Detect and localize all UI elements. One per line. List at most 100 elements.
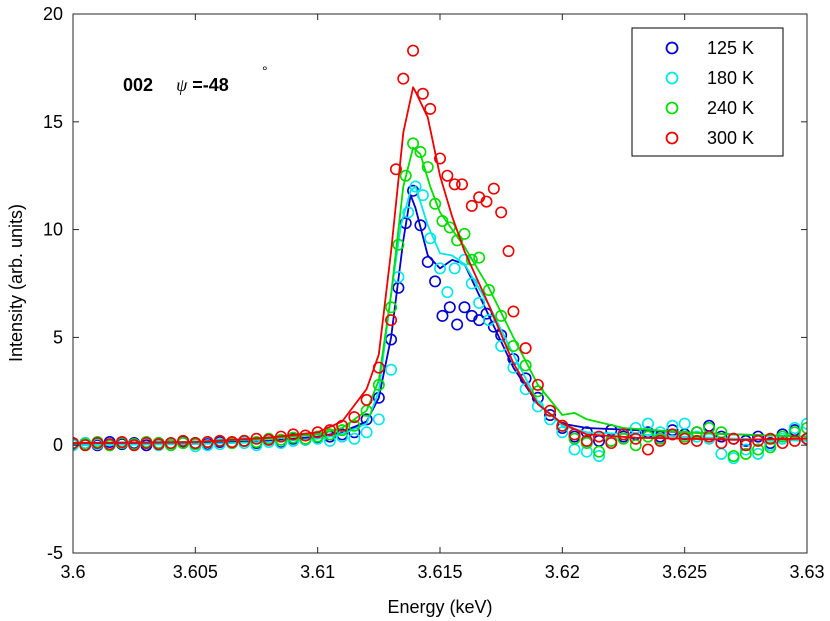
data-point-180k — [409, 180, 422, 193]
x-tick-label: 3.615 — [417, 562, 462, 582]
data-point-300k — [238, 434, 251, 447]
data-point-180k — [385, 363, 398, 376]
data-point-300k — [177, 434, 190, 447]
data-point-300k — [389, 163, 402, 176]
data-point-300k — [448, 178, 461, 191]
fit-line-240k — [73, 146, 807, 444]
data-point-300k — [752, 434, 765, 447]
data-point-240k — [752, 443, 765, 456]
data-point-300k — [776, 437, 789, 450]
data-point-180k — [360, 426, 373, 439]
data-layer — [73, 44, 807, 465]
data-point-125k — [443, 301, 456, 314]
y-tick-label: 10 — [43, 220, 63, 240]
data-point-125k — [429, 275, 442, 288]
x-tick-label: 3.625 — [662, 562, 707, 582]
data-point-300k — [424, 102, 437, 115]
legend-marker-240k — [665, 101, 679, 115]
annotation-reflection: 002 — [123, 75, 153, 95]
data-point-300k — [788, 434, 801, 447]
y-tick-label: 5 — [53, 327, 63, 347]
data-point-180k — [556, 426, 569, 439]
data-point-240k — [629, 439, 642, 452]
y-tick-label: 0 — [53, 435, 63, 455]
data-point-300k — [593, 430, 606, 443]
data-point-300k — [262, 433, 275, 446]
x-tick-label: 3.61 — [300, 562, 335, 582]
annotation-label: 002 ψ =-48 — [123, 75, 229, 95]
x-tick-label: 3.605 — [173, 562, 218, 582]
data-point-300k — [416, 87, 429, 100]
data-point-125k — [715, 430, 728, 443]
data-point-180k — [201, 439, 214, 452]
data-point-300k — [507, 305, 520, 318]
data-point-300k — [79, 439, 92, 452]
data-point-300k — [441, 169, 454, 182]
data-point-125k — [752, 430, 765, 443]
annotation-degree: ° — [262, 63, 268, 79]
data-point-300k — [456, 178, 469, 191]
data-point-300k — [385, 314, 398, 327]
data-point-240k — [348, 419, 361, 432]
data-point-240k — [385, 301, 398, 314]
legend-label-300k: 300 K — [707, 128, 754, 148]
annotation-psi-value: =-48 — [192, 75, 229, 95]
data-point-300k — [465, 199, 478, 212]
data-point-180k — [678, 417, 691, 430]
data-point-240k — [392, 238, 405, 251]
data-point-300k — [226, 435, 239, 448]
data-point-300k — [487, 182, 500, 195]
legend-label-240k: 240 K — [707, 98, 754, 118]
legend-marker-180k — [665, 71, 679, 85]
y-axis-label: Intensity (arb. units) — [6, 204, 26, 362]
data-point-125k — [458, 301, 471, 314]
data-point-240k — [568, 432, 581, 445]
data-point-180k — [348, 432, 361, 445]
data-point-240k — [323, 428, 336, 441]
data-point-240k — [473, 251, 486, 264]
legend-label-125k: 125 K — [707, 38, 754, 58]
data-point-240k — [593, 445, 606, 458]
data-point-180k — [739, 443, 752, 456]
data-point-300k — [727, 432, 740, 445]
x-tick-label: 3.6 — [60, 562, 85, 582]
data-point-125k — [451, 318, 464, 331]
data-point-300k — [703, 430, 716, 443]
data-point-300k — [480, 195, 493, 208]
data-point-240k — [421, 161, 434, 174]
data-point-180k — [441, 286, 454, 299]
data-point-180k — [402, 206, 415, 219]
data-point-300k — [433, 152, 446, 165]
data-point-240k — [727, 449, 740, 462]
data-point-180k — [372, 413, 385, 426]
data-point-300k — [495, 206, 508, 219]
data-point-300k — [605, 437, 618, 450]
data-point-240k — [641, 430, 654, 443]
data-point-300k — [531, 378, 544, 391]
data-point-180k — [433, 262, 446, 275]
data-point-180k — [482, 314, 495, 327]
data-point-300k — [629, 432, 642, 445]
data-point-240k — [465, 253, 478, 266]
data-point-300k — [299, 429, 312, 442]
data-point-240k — [617, 432, 630, 445]
annotation-psi-symbol: ψ — [176, 75, 188, 95]
data-point-300k — [502, 245, 515, 258]
fit-line-300k — [73, 86, 807, 444]
data-point-240k — [399, 169, 412, 182]
data-point-240k — [443, 221, 456, 234]
legend-box — [631, 27, 784, 157]
y-tick-label: 20 — [43, 4, 63, 24]
legend-label-180k: 180 K — [707, 68, 754, 88]
data-point-300k — [152, 438, 165, 451]
x-tick-label: 3.62 — [545, 562, 580, 582]
data-point-300k — [580, 434, 593, 447]
data-point-300k — [641, 443, 654, 456]
data-point-300k — [128, 439, 141, 452]
y-tick-label: -5 — [47, 543, 63, 563]
data-point-240k — [788, 426, 801, 439]
data-point-300k — [715, 437, 728, 450]
data-point-180k — [473, 296, 486, 309]
data-point-300k — [690, 434, 703, 447]
